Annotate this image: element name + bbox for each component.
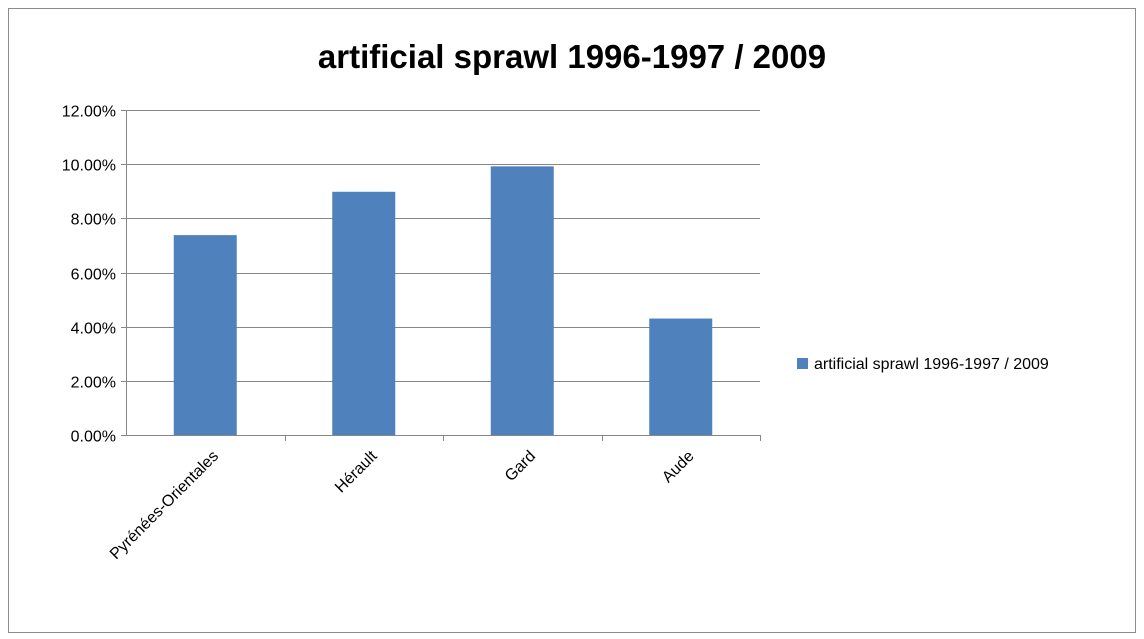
chart-title: artificial sprawl 1996-1997 / 2009	[318, 38, 826, 75]
y-tick-label: 4.00%	[71, 321, 116, 338]
x-tick-label: Hérault	[332, 447, 381, 496]
y-tick-label: 10.00%	[62, 158, 116, 175]
y-tick-label: 12.00%	[62, 104, 116, 121]
bar	[332, 191, 396, 435]
x-tick-label: Gard	[502, 448, 539, 485]
bar	[649, 318, 713, 435]
bar	[173, 235, 237, 435]
y-tick-label: 6.00%	[71, 267, 116, 284]
axes	[121, 110, 761, 441]
y-tick-label: 0.00%	[71, 429, 116, 446]
x-tick-label: Aude	[659, 448, 698, 487]
y-axis-tick-labels: 0.00% 2.00% 4.00% 6.00% 8.00% 10.00% 12.00%	[62, 104, 116, 446]
legend-swatch	[797, 358, 808, 369]
legend: artificial sprawl 1996-1997 / 2009	[797, 356, 1049, 373]
x-axis-tick-labels: Pyrénées-Orientales Hérault Gard Aude	[107, 447, 698, 563]
bar	[490, 166, 554, 436]
x-tick-label: Pyrénées-Orientales	[107, 448, 222, 563]
y-tick-label: 8.00%	[71, 212, 116, 229]
legend-label: artificial sprawl 1996-1997 / 2009	[814, 356, 1049, 373]
y-tick-label: 2.00%	[71, 375, 116, 392]
bars	[173, 166, 713, 436]
